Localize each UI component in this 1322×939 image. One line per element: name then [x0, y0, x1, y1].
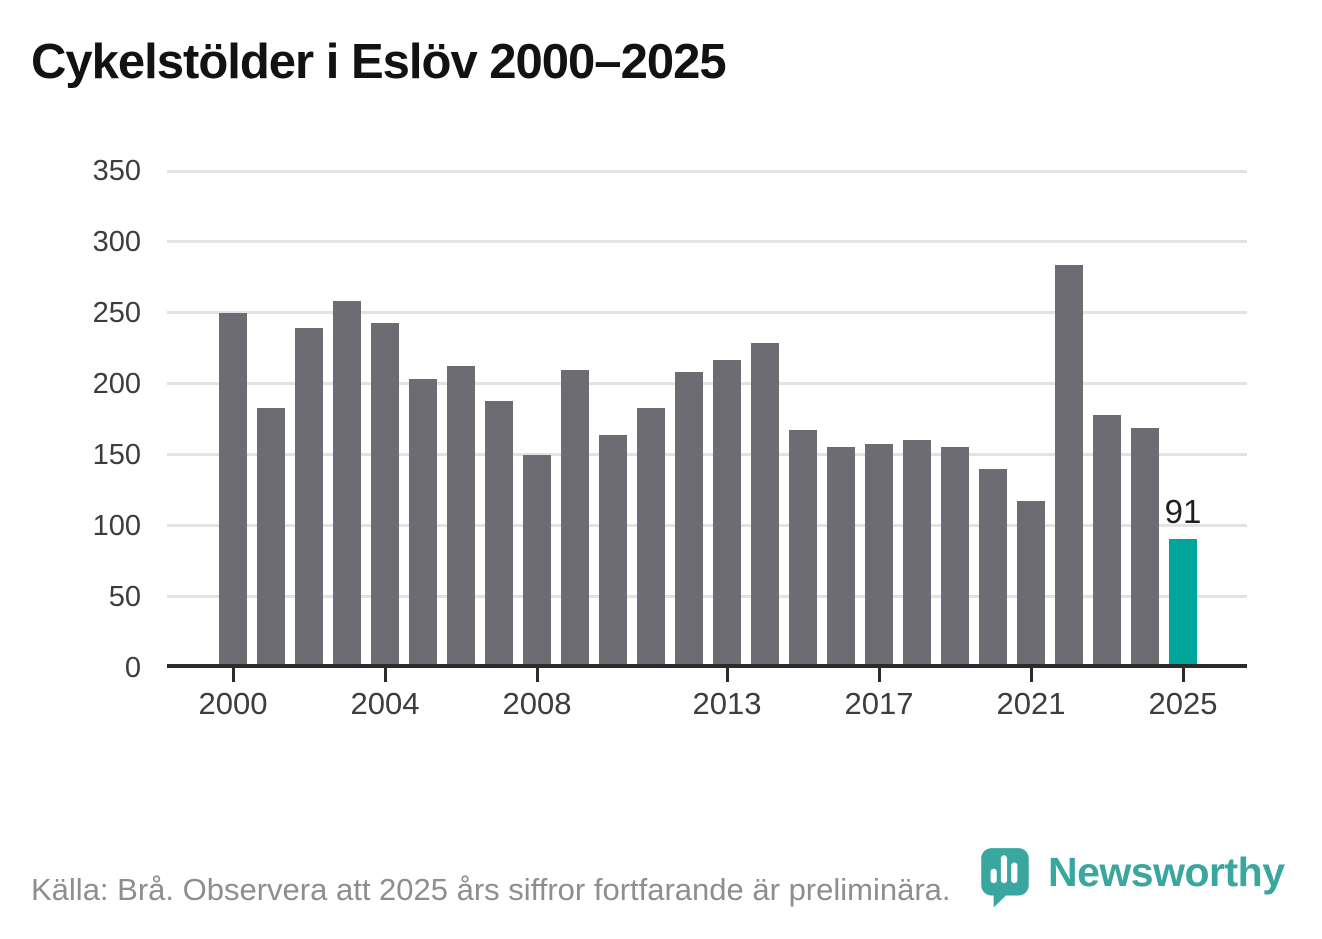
- y-axis-tick-label: 100: [92, 509, 141, 542]
- bar-2008: [523, 454, 551, 668]
- x-axis-tick-2004: [383, 667, 387, 682]
- bar-2003: [333, 300, 361, 668]
- bar-2009: [561, 369, 589, 668]
- bar-2018: [903, 439, 931, 668]
- bar-2014: [751, 342, 779, 668]
- newsworthy-logo-icon: [981, 848, 1029, 908]
- gridline-y-150: [167, 453, 1247, 457]
- bar-2012: [675, 371, 703, 668]
- bar-2017: [865, 443, 893, 668]
- logo-bar-mid: [1011, 862, 1018, 884]
- x-axis-tick-label: 2004: [350, 686, 420, 721]
- gridline-y-100: [167, 524, 1247, 528]
- bar-2025: [1169, 538, 1197, 668]
- bar-2000: [219, 312, 247, 668]
- bar-2013: [713, 359, 741, 668]
- x-axis-tick-label: 2008: [502, 686, 572, 721]
- bar-2019: [941, 446, 969, 668]
- newsworthy-wordmark: Newsworthy: [1048, 849, 1285, 895]
- gridline-y-350: [167, 169, 1247, 173]
- bar-2024: [1131, 427, 1159, 668]
- x-axis-tick-2021: [1029, 667, 1033, 682]
- x-axis-tick-2000: [231, 667, 235, 682]
- bar-2002: [295, 327, 323, 668]
- gridline-y-50: [167, 595, 1247, 599]
- bar-2001: [257, 407, 285, 668]
- x-axis-tick-label: 2017: [844, 686, 914, 721]
- bar-2021: [1017, 500, 1045, 668]
- y-axis-tick-label: 150: [92, 438, 141, 471]
- y-axis-tick-label: 250: [92, 296, 141, 329]
- x-axis-tick-label: 2025: [1148, 686, 1218, 721]
- x-axis-tick-2017: [877, 667, 881, 682]
- bar-2004: [371, 322, 399, 668]
- x-axis-tick-label: 2013: [692, 686, 762, 721]
- y-axis-tick-label: 350: [92, 155, 141, 187]
- bar-2023: [1093, 414, 1121, 668]
- source-note: Källa: Brå. Observera att 2025 års siffr…: [31, 872, 951, 907]
- x-axis-line: [167, 663, 1247, 668]
- gridline-y-200: [167, 382, 1247, 386]
- x-axis-tick-2025: [1181, 667, 1185, 682]
- page-title: Cykelstölder i Eslöv 2000–2025: [31, 35, 727, 89]
- bar-2011: [637, 407, 665, 668]
- gridline-y-250: [167, 311, 1247, 315]
- y-axis-tick-label: 300: [92, 225, 141, 258]
- bar-2020: [979, 468, 1007, 668]
- bar-2007: [485, 400, 513, 668]
- bar-2006: [447, 365, 475, 668]
- y-axis-tick-label: 0: [124, 651, 141, 684]
- logo-bar-tall: [1000, 855, 1008, 884]
- bar-2010: [599, 434, 627, 668]
- bar-2016: [827, 446, 855, 668]
- y-axis-tick-label: 50: [108, 580, 141, 613]
- x-axis-tick-2008: [535, 667, 539, 682]
- bar-2005: [409, 378, 437, 668]
- gridline-y-300: [167, 240, 1247, 244]
- y-axis-tick-label: 200: [92, 367, 141, 400]
- x-axis-tick-label: 2000: [198, 686, 268, 721]
- x-axis-tick-2013: [725, 667, 729, 682]
- bar-2022: [1055, 264, 1083, 668]
- logo-bar-short: [990, 868, 997, 884]
- bar-2015: [789, 429, 817, 668]
- bar-value-label-2025: 91: [1164, 492, 1202, 530]
- x-axis-tick-label: 2021: [996, 686, 1066, 721]
